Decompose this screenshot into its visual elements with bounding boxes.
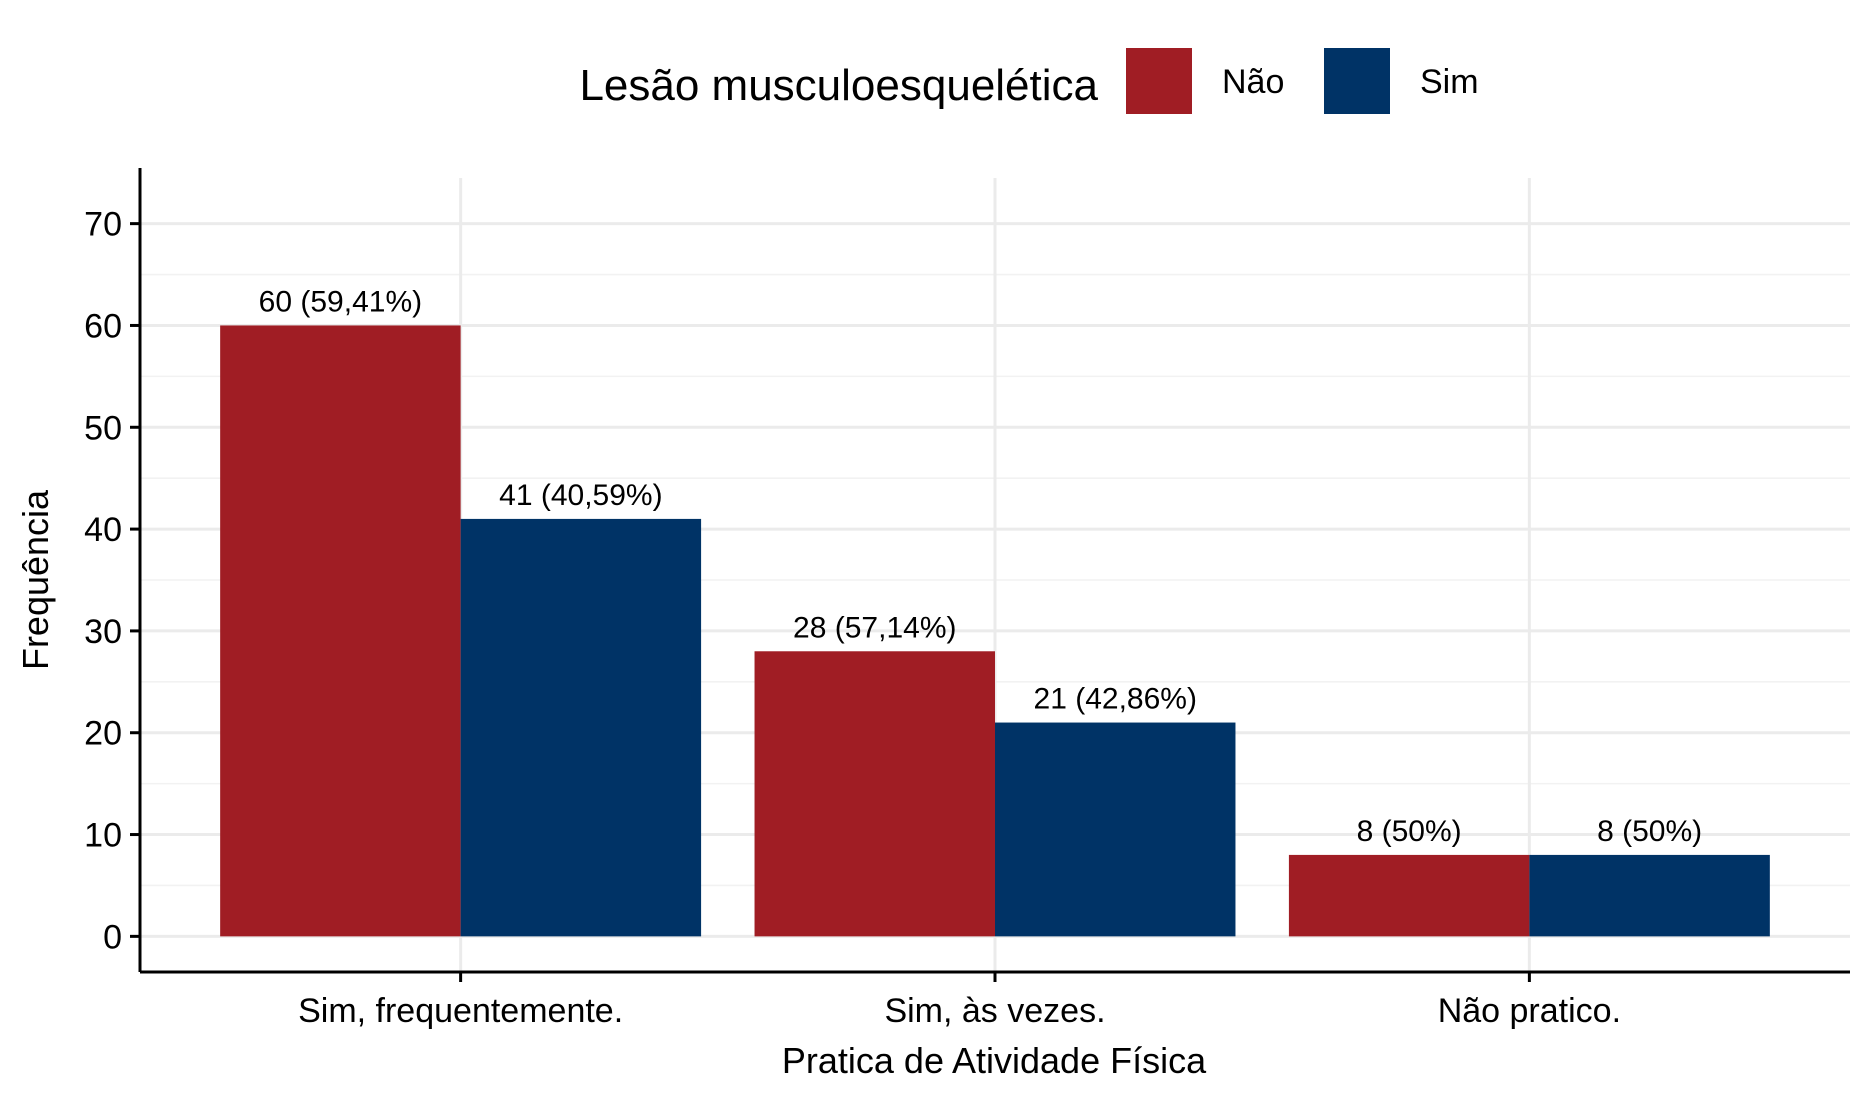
x-axis-title: Pratica de Atividade Física — [782, 1040, 1207, 1081]
y-tick-label: 60 — [84, 307, 122, 345]
x-tick-label: Sim, frequentemente. — [298, 992, 623, 1030]
bar — [1289, 855, 1529, 936]
legend-label: Sim — [1420, 63, 1479, 101]
bar — [461, 519, 701, 936]
x-tick-label: Não pratico. — [1438, 992, 1621, 1030]
bar — [995, 723, 1235, 937]
x-axis-ticks: Sim, frequentemente. Sim, às vezes. Não pr… — [298, 972, 1621, 1030]
bar — [755, 651, 995, 936]
legend-label: Não — [1222, 63, 1284, 101]
bar-data-label: 21 (42,86%) — [1034, 683, 1197, 716]
y-tick-label: 30 — [84, 613, 122, 651]
y-tick-label: 40 — [84, 511, 122, 549]
bar — [220, 325, 460, 936]
bar-data-label: 28 (57,14%) — [793, 611, 956, 644]
bar-data-label: 8 (50%) — [1357, 815, 1462, 848]
legend-title: Lesão musculoesquelética — [579, 61, 1098, 110]
legend: Lesão musculoesquelética Não Sim — [579, 48, 1478, 114]
y-axis-title: Frequência — [15, 489, 56, 670]
y-tick-label: 10 — [84, 817, 122, 855]
bar — [1529, 855, 1769, 936]
bar-data-label: 41 (40,59%) — [499, 479, 662, 512]
legend-key — [1126, 48, 1192, 114]
y-tick-label: 50 — [84, 409, 122, 447]
bar-data-label: 60 (59,41%) — [259, 285, 422, 318]
y-tick-label: 70 — [84, 206, 122, 244]
bar-data-label: 8 (50%) — [1597, 815, 1702, 848]
y-tick-label: 20 — [84, 715, 122, 753]
legend-key — [1324, 48, 1390, 114]
y-axis-ticks: 0 10 20 30 40 50 60 70 — [84, 206, 140, 957]
x-tick-label: Sim, às vezes. — [884, 992, 1105, 1030]
y-tick-label: 0 — [103, 918, 122, 956]
